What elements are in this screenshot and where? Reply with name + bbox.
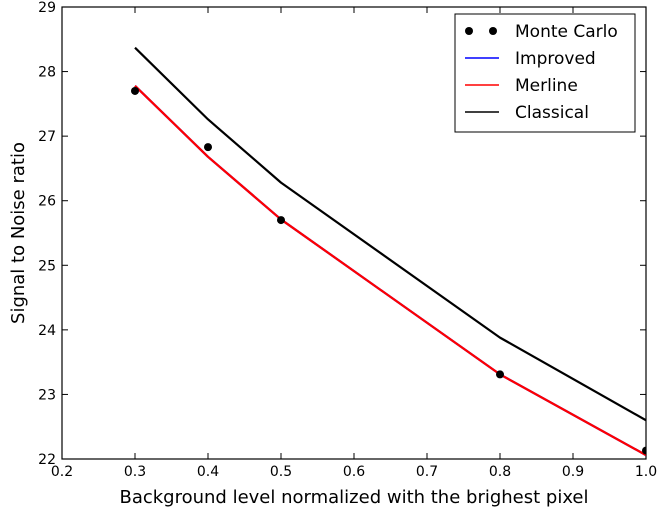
y-tick-label: 22 [38,452,56,468]
series-line-classical [134,46,646,422]
y-tick-label: 23 [38,387,56,403]
legend-label: Classical [515,103,589,123]
x-tick-label: 0.4 [197,464,219,480]
y-tick-label: 29 [38,0,56,16]
x-tick-label: 0.7 [416,464,438,480]
x-tick-label: 0.3 [124,464,146,480]
x-tick-label: 1.0 [635,464,657,480]
y-tick-label: 25 [38,258,56,274]
x-tick-label: 0.6 [343,464,365,480]
y-tick-label: 26 [38,194,56,210]
y-tick-label: 24 [38,323,56,339]
y-tick-label: 27 [38,129,56,145]
x-tick-label: 0.2 [51,464,73,480]
legend-marker [465,27,473,35]
legend-label: Merline [515,76,578,96]
y-axis-title: Signal to Noise ratio [8,142,29,324]
x-axis-title: Background level normalized with the bri… [119,487,588,508]
y-tick-label: 28 [38,65,56,81]
x-tick-label: 0.5 [270,464,292,480]
legend-label: Monte Carlo [515,22,618,42]
legend-label: Improved [515,49,596,69]
x-tick-label: 0.9 [562,464,584,480]
monte-carlo-point [642,446,646,455]
monte-carlo-point [131,86,139,95]
x-tick-label: 0.8 [489,464,511,480]
legend-marker [489,27,497,35]
data-layer [131,46,646,457]
monte-carlo-point [277,216,285,225]
monte-carlo-point [204,143,212,152]
monte-carlo-point [496,370,504,379]
